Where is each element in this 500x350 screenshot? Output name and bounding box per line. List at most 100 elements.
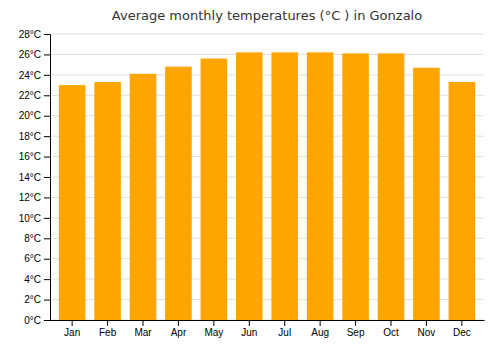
tick-mark — [44, 54, 50, 55]
tick-label: 0°C — [24, 315, 41, 326]
tick: Jan — [64, 320, 80, 338]
tick-label: 12°C — [19, 192, 41, 203]
tick: Oct — [383, 320, 399, 338]
tick: 24°C — [19, 70, 50, 81]
tick-label: 4°C — [24, 274, 41, 285]
bar — [130, 74, 157, 320]
bar — [449, 82, 476, 320]
tick: 20°C — [19, 110, 50, 121]
tick: 14°C — [19, 172, 50, 183]
tick: Jul — [278, 320, 291, 338]
tick: 22°C — [19, 90, 50, 101]
tick-mark — [178, 320, 179, 326]
tick: Apr — [171, 320, 187, 338]
bar — [165, 67, 192, 320]
tick: 0°C — [24, 315, 50, 326]
tick-mark — [44, 320, 50, 321]
tick-label: Nov — [418, 327, 436, 338]
tick-label: 10°C — [19, 213, 41, 224]
tick-mark — [355, 320, 356, 326]
tick: Jun — [241, 320, 257, 338]
tick-label: 16°C — [19, 151, 41, 162]
grid-line — [50, 34, 484, 35]
tick: 2°C — [24, 294, 50, 305]
bar — [413, 68, 440, 320]
tick: Nov — [418, 320, 436, 338]
bar — [201, 59, 228, 320]
tick-mark — [426, 320, 427, 326]
tick-mark — [213, 320, 214, 326]
tick-mark — [44, 300, 50, 301]
bar — [59, 85, 86, 320]
tick: 10°C — [19, 213, 50, 224]
tick: 16°C — [19, 151, 50, 162]
tick-mark — [284, 320, 285, 326]
axis-line — [44, 35, 51, 321]
tick-mark — [72, 320, 73, 326]
tick-mark — [44, 279, 50, 280]
tick: Dec — [453, 320, 471, 338]
tick-label: 14°C — [19, 172, 41, 183]
tick-label: Dec — [453, 327, 471, 338]
bar — [307, 52, 334, 320]
bar — [236, 52, 263, 320]
tick: 26°C — [19, 49, 50, 60]
tick: May — [204, 320, 223, 338]
title: Average monthly temperatures (°C ) in Go… — [112, 8, 422, 23]
tick: 8°C — [24, 233, 50, 244]
bar — [94, 82, 121, 320]
tick-label: 28°C — [19, 29, 41, 40]
tick-mark — [44, 218, 50, 219]
tick-mark — [391, 320, 392, 326]
tick-label: 18°C — [19, 131, 41, 142]
tick-label: May — [204, 327, 223, 338]
tick-mark — [44, 95, 50, 96]
grid — [50, 34, 484, 320]
plot: 0°C 2°C 4°C 6°C 8°C 10°C 12°C 14°C 16°C 18°C 20°C 2… — [19, 29, 485, 338]
bar — [378, 53, 405, 320]
tick-mark — [44, 157, 50, 158]
tick: 28°C — [19, 29, 50, 40]
tick-mark — [44, 34, 50, 35]
bar — [271, 52, 298, 320]
tick-mark — [44, 136, 50, 137]
tick: Sep — [347, 320, 365, 338]
tick-label: Apr — [171, 327, 187, 338]
tick-mark — [249, 320, 250, 326]
tick-mark — [320, 320, 321, 326]
tick-label: Mar — [134, 327, 152, 338]
tick-mark — [107, 320, 108, 326]
tick: 12°C — [19, 192, 50, 203]
tick-label: Aug — [311, 327, 329, 338]
y-axis: 0°C 2°C 4°C 6°C 8°C 10°C 12°C 14°C 16°C 18°C 20°C 2… — [19, 29, 51, 326]
tick: Mar — [134, 320, 152, 338]
tick: 18°C — [19, 131, 50, 142]
tick-label: 24°C — [19, 70, 41, 81]
tick-label: 2°C — [24, 294, 41, 305]
axis-line — [51, 320, 485, 321]
tick-label: Oct — [383, 327, 399, 338]
chart: 0°C 2°C 4°C 6°C 8°C 10°C 12°C 14°C 16°C 18°C 20°C 2… — [0, 0, 500, 350]
tick-mark — [461, 320, 462, 326]
x-axis: Jan Feb Mar Apr May Jun Jul Aug Sep Oct Nov Dec — [51, 320, 485, 338]
tick-label: Sep — [347, 327, 365, 338]
tick-mark — [44, 238, 50, 239]
tick: Aug — [311, 320, 329, 338]
tick-label: Jun — [241, 327, 257, 338]
tick-label: Jan — [64, 327, 80, 338]
tick: 4°C — [24, 274, 50, 285]
tick-label: 8°C — [24, 233, 41, 244]
tick: 6°C — [24, 253, 50, 264]
tick-mark — [44, 116, 50, 117]
bar — [342, 53, 369, 320]
tick-label: 6°C — [24, 253, 41, 264]
tick-mark — [143, 320, 144, 326]
tick-label: 20°C — [19, 110, 41, 121]
tick-mark — [44, 177, 50, 178]
tick-label: 26°C — [19, 49, 41, 60]
grid-line — [50, 54, 484, 55]
tick-mark — [44, 197, 50, 198]
bars — [59, 52, 475, 320]
tick-label: 22°C — [19, 90, 41, 101]
tick-label: Feb — [99, 327, 117, 338]
